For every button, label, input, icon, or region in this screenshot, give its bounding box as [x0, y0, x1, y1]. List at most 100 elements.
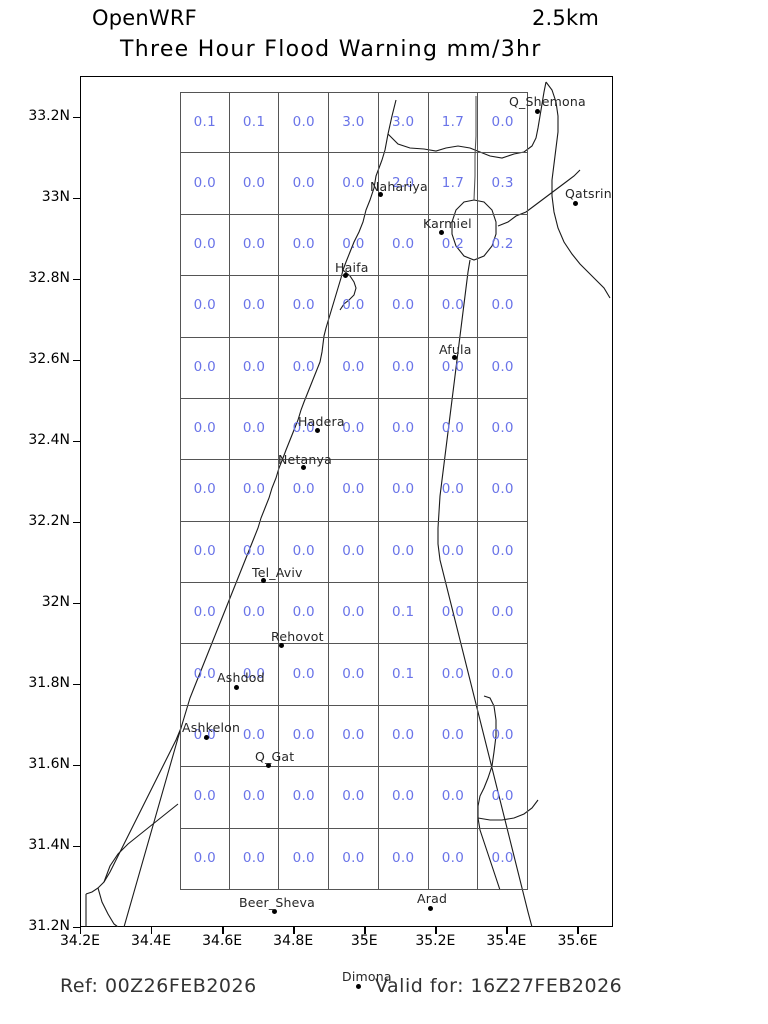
grid-cell: 0.0	[329, 583, 379, 645]
grid-cell: 0.0	[329, 460, 379, 522]
city-marker-dot	[377, 191, 383, 197]
grid-cell: 0.0	[279, 828, 330, 890]
grid-cell-value: 3.0	[392, 113, 415, 130]
grid-cell-value: 0.0	[342, 420, 365, 437]
grid-cell-value: 0.0	[441, 542, 465, 559]
grid-cell-value: 0.0	[342, 849, 365, 866]
grid-cell-value: 0.0	[242, 358, 266, 375]
grid-cell: 0.0	[180, 153, 230, 215]
grid-cell: 0.1	[229, 92, 280, 154]
grid-cell-value: 0.0	[491, 420, 514, 437]
grid-cell: 0.0	[279, 214, 330, 277]
grid-cell: 0.0	[428, 276, 479, 338]
grid-cell-value: 0.0	[242, 542, 266, 559]
grid-cell: 0.0	[279, 521, 330, 584]
grid-cell: 3.0	[329, 92, 379, 154]
grid-cell-value: 0.1	[392, 665, 415, 682]
grid-cell: 0.2	[478, 214, 528, 277]
grid-cell: 0.0	[329, 521, 379, 584]
grid-cell: 0.1	[378, 583, 429, 645]
grid-cell: 0.0	[279, 153, 330, 215]
grid-cell: 0.0	[229, 460, 280, 522]
coast-inlet	[103, 803, 179, 883]
grid-cell-value: 0.0	[441, 420, 465, 437]
grid-cell: 0.0	[279, 460, 330, 522]
grid-cell: 0.0	[478, 644, 528, 706]
grid-cell: 0.0	[478, 337, 528, 399]
city-label: Afula	[439, 342, 472, 357]
grid-cell-value: 0.0	[193, 481, 217, 498]
grid-cell-value: 0.1	[242, 113, 266, 130]
reference-time: Ref: 00Z26FEB2026	[60, 975, 257, 997]
grid-cell-value: 0.0	[342, 297, 365, 314]
border-golan	[497, 169, 581, 227]
grid-cell: 0.0	[478, 398, 528, 461]
grid-cell-value: 0.0	[342, 604, 365, 621]
city-marker-dot	[534, 108, 540, 114]
grid-cell: 0.0	[229, 828, 280, 890]
grid-cell: 0.0	[478, 276, 528, 338]
grid-cell-value: 0.0	[242, 727, 266, 744]
grid-cell-value: 0.2	[441, 235, 465, 252]
grid-cell-value: 0.0	[491, 358, 514, 375]
grid-cell-value: 0.0	[193, 174, 217, 191]
grid-cell-value: 1.7	[441, 113, 465, 130]
grid-cell: 0.0	[478, 460, 528, 522]
grid-cell: 0.0	[478, 92, 528, 154]
grid-cell-value: 0.0	[392, 235, 415, 252]
city-marker-dot	[265, 762, 271, 768]
valid-time: Valid for: 16Z27FEB2026	[375, 975, 623, 997]
grid-cell-value: 0.0	[491, 481, 514, 498]
city-marker-dot	[572, 200, 578, 206]
grid-cell-value: 0.0	[342, 358, 365, 375]
grid-cell-value: 0.0	[441, 604, 465, 621]
grid-cell: 0.0	[329, 276, 379, 338]
coastline-haifa-bay	[339, 269, 357, 311]
grid-cell: 0.0	[180, 214, 230, 277]
grid-cell: 0.0	[378, 460, 429, 522]
grid-cell: 0.0	[478, 705, 528, 768]
grid-cell-value: 0.0	[441, 358, 465, 375]
page-title: Three Hour Flood Warning mm/3hr	[120, 37, 542, 62]
grid-cell: 0.1	[180, 92, 230, 154]
grid-cell-value: 0.0	[292, 542, 315, 559]
grid-cell-value: 0.0	[392, 481, 415, 498]
grid-cell: 0.0	[478, 583, 528, 645]
city-label: Q_Shemona	[509, 94, 586, 109]
grid-cell-value: 0.0	[292, 849, 315, 866]
city-marker-dot	[300, 464, 306, 470]
grid-cell-value: 2.0	[392, 174, 415, 191]
grid-cell-value: 0.0	[193, 420, 217, 437]
grid-cell: 0.0	[378, 337, 429, 399]
grid-cell: 0.0	[428, 398, 479, 461]
grid-cell-value: 0.0	[392, 542, 415, 559]
grid-cell: 0.0	[428, 644, 479, 706]
city-label: Tel_Aviv	[252, 565, 303, 580]
border-east	[545, 81, 611, 299]
border-southwest	[85, 727, 182, 895]
grid-cell: 0.0	[279, 92, 330, 154]
city-marker-dot	[271, 908, 277, 914]
grid-cell: 0.0	[279, 276, 330, 338]
grid-cell-value: 0.0	[342, 727, 365, 744]
grid-cell: 0.0	[428, 460, 479, 522]
grid-cell-value: 0.0	[193, 849, 217, 866]
grid-cell: 0.0	[229, 521, 280, 584]
grid-cell: 0.0	[428, 767, 479, 829]
grid-cell-value: 0.0	[392, 297, 415, 314]
city-marker-dot	[438, 229, 444, 235]
grid-cell: 0.0	[279, 337, 330, 399]
grid-cell-value: 0.0	[193, 788, 217, 805]
grid-cell-value: 0.0	[242, 174, 266, 191]
plot-frame	[80, 76, 613, 927]
city-label: Arad	[417, 891, 448, 906]
grid-cell-value: 0.0	[292, 481, 315, 498]
city-label: Q_Gat	[255, 749, 295, 764]
grid-cell-value: 0.0	[342, 481, 365, 498]
grid-cell-value: 0.0	[292, 604, 315, 621]
city-label: Dimona	[342, 969, 392, 984]
grid-cell-value: 0.0	[292, 113, 315, 130]
grid-cell: 0.0	[180, 398, 230, 461]
city-marker-dot	[451, 354, 457, 360]
grid-cell: 0.0	[329, 767, 379, 829]
